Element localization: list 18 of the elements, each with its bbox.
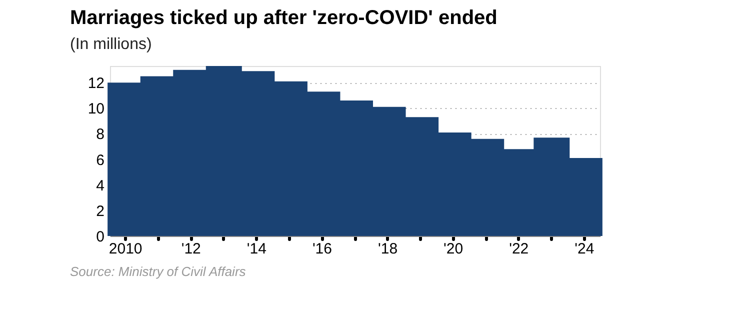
y-tick-label: 12 [88, 75, 104, 92]
x-tick-label: '22 [509, 240, 529, 258]
x-tick-label: '24 [574, 240, 594, 258]
y-tick-label: 8 [96, 126, 104, 144]
x-tick-label: '12 [181, 240, 201, 258]
y-tick-label: 2 [96, 202, 104, 220]
chart-title: Marriages ticked up after 'zero-COVID' ended [70, 7, 498, 29]
y-tick-label: 4 [96, 177, 104, 194]
x-tick-label: 2010 [108, 240, 142, 258]
y-tick-label: 0 [96, 228, 104, 246]
y-tick-label: 6 [96, 152, 104, 169]
x-tick-label: '20 [444, 240, 464, 258]
x-tick-label: '16 [312, 240, 332, 258]
x-tick-label: '18 [378, 240, 398, 258]
y-tick-label: 10 [88, 100, 104, 118]
chart-subtitle: (In millions) [70, 36, 152, 53]
source-note: Source: Ministry of Civil Affairs [70, 264, 246, 279]
x-tick-label: '14 [246, 240, 266, 258]
